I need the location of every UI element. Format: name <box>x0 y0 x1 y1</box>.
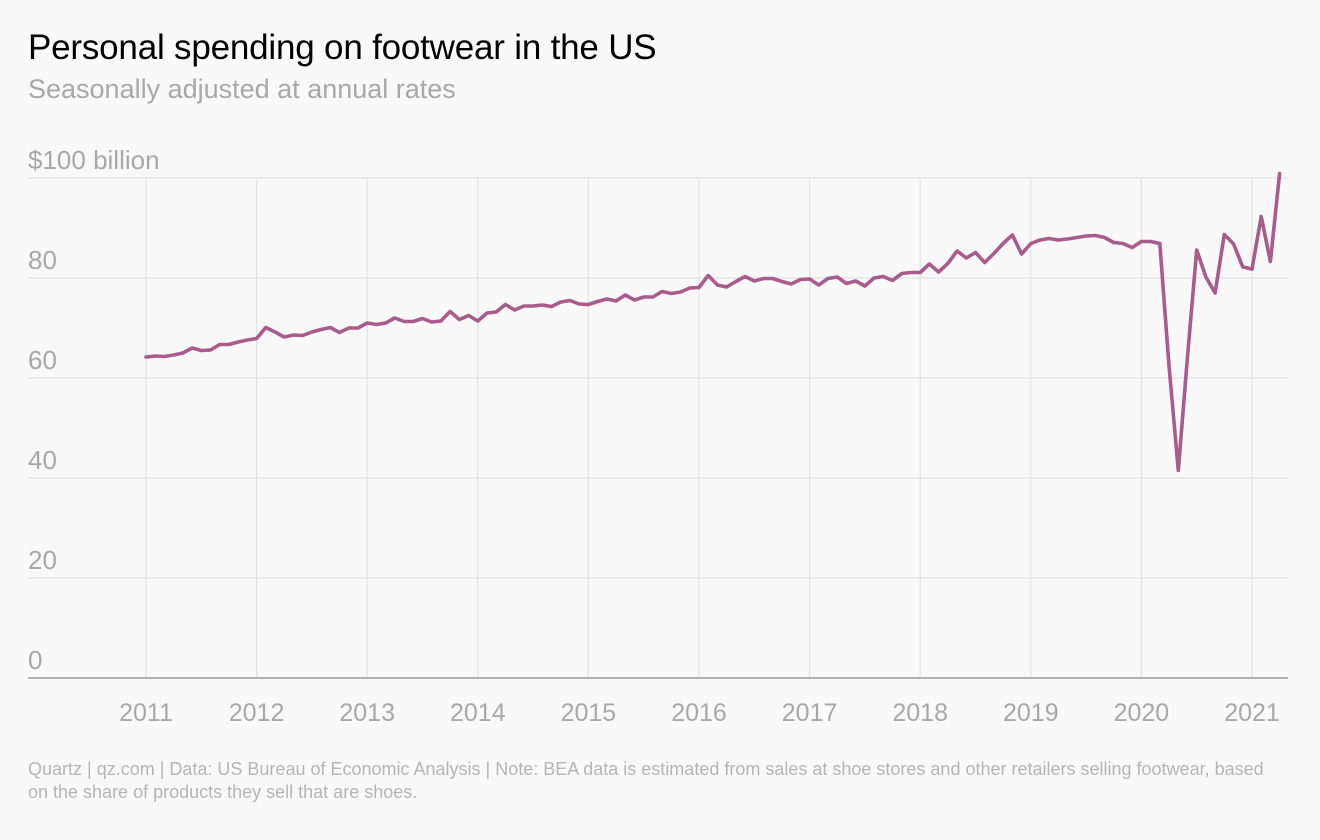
x-tick-label: 2016 <box>671 699 727 727</box>
x-tick-label: 2021 <box>1224 699 1280 727</box>
axes: 0 20 40 60 80 $100 billion 2011 2012 2013 2014 201… <box>28 145 1288 727</box>
x-tick-label: 2012 <box>229 699 285 727</box>
x-tick-label: 2013 <box>339 699 395 727</box>
x-tick-label: 2020 <box>1114 699 1170 727</box>
x-tick-label: 2018 <box>892 699 948 727</box>
x-tick-label: 2011 <box>119 699 173 727</box>
y-tick-label: 60 <box>28 345 57 375</box>
source-note: Quartz | qz.com | Data: US Bureau of Eco… <box>28 759 1264 802</box>
x-tick-label: 2015 <box>561 699 617 727</box>
y-tick-label: 0 <box>28 645 42 675</box>
chart-title: Personal spending on footwear in the US <box>28 28 657 67</box>
x-tick-label: 2017 <box>782 699 838 727</box>
x-tick-label: 2019 <box>1003 699 1059 727</box>
y-tick-label: 20 <box>28 545 57 575</box>
chart-subtitle: Seasonally adjusted at annual rates <box>28 74 456 104</box>
y-tick-label: 80 <box>28 245 57 275</box>
x-tick-label: 2014 <box>450 699 506 727</box>
y-tick-label: 40 <box>28 445 57 475</box>
grid <box>28 177 1288 678</box>
series <box>144 171 1282 473</box>
line-chart: 0 20 40 60 80 $100 billion 2011 2012 2013 2014 201… <box>28 145 1288 727</box>
series-line <box>144 171 1282 473</box>
y-tick-label: $100 billion <box>28 145 160 175</box>
